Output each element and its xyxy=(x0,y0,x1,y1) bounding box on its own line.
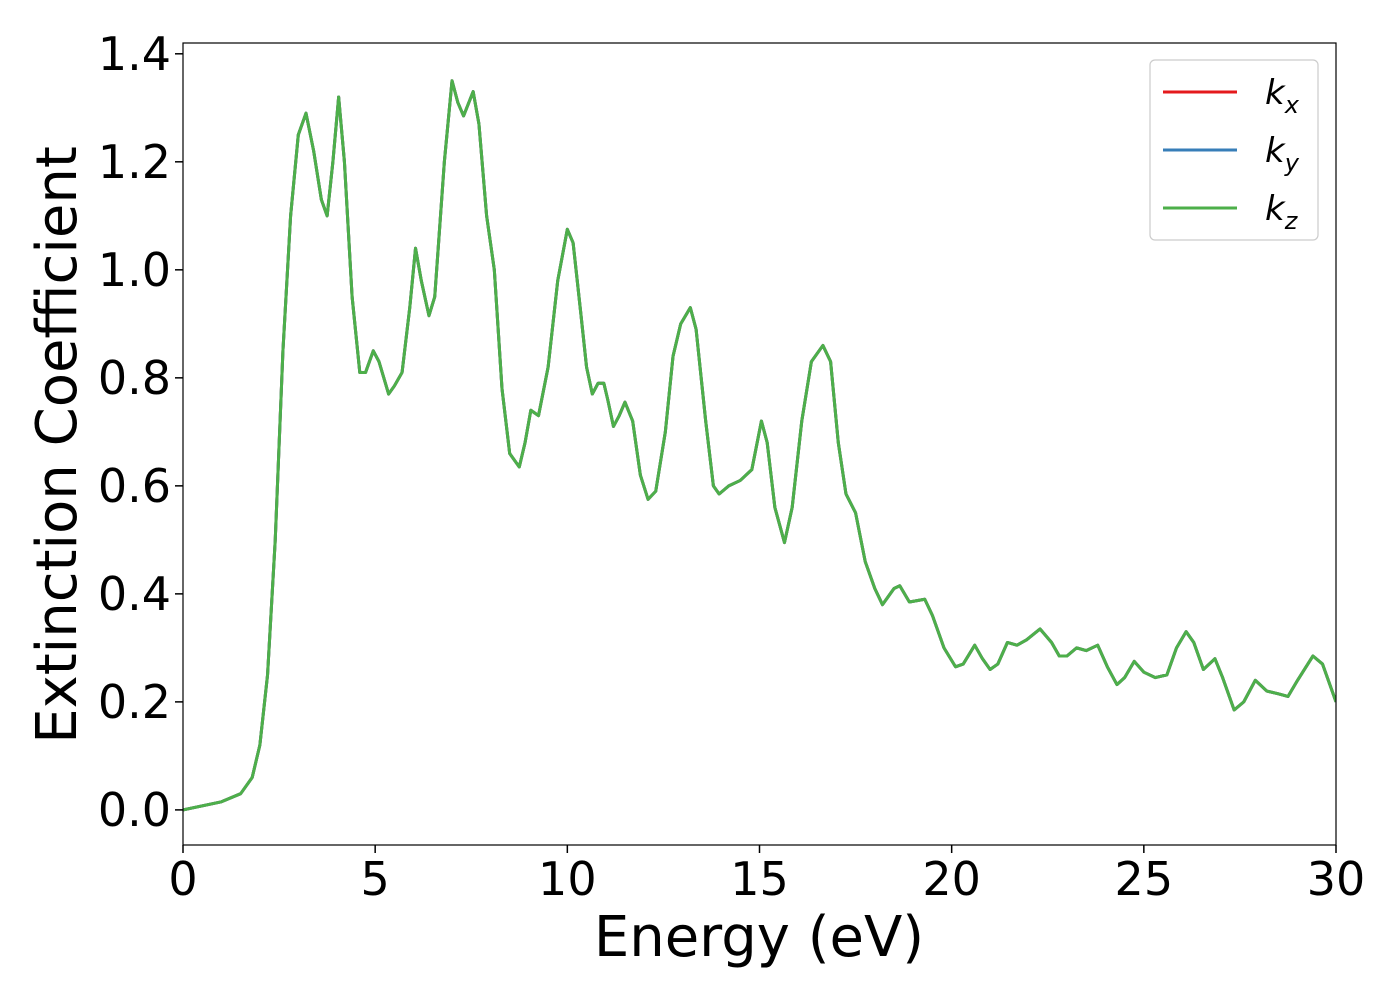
x-tick-label: 5 xyxy=(361,852,390,906)
y-tick-label: 0.2 xyxy=(98,675,171,729)
x-tick-label: 15 xyxy=(730,852,789,906)
x-tick-label: 10 xyxy=(538,852,597,906)
y-axis-label: Extinction Coefficient xyxy=(25,146,90,744)
legend-label: kx xyxy=(1265,73,1300,119)
y-tick-label: 1.0 xyxy=(98,243,171,297)
x-axis-label: Energy (eV) xyxy=(594,905,924,970)
y-tick-label: 1.2 xyxy=(98,135,171,189)
x-tick-label: 20 xyxy=(922,852,981,906)
legend-label: kz xyxy=(1265,189,1299,235)
x-tick-label: 25 xyxy=(1115,852,1174,906)
y-tick-label: 0.8 xyxy=(98,351,171,405)
y-tick-label: 0.6 xyxy=(98,459,171,513)
x-tick-label: 0 xyxy=(168,852,197,906)
legend-label: ky xyxy=(1265,131,1300,177)
plot-frame xyxy=(182,42,1337,846)
y-tick-label: 0.4 xyxy=(98,567,171,621)
y-tick-label: 1.4 xyxy=(98,27,171,81)
y-tick-label: 0.0 xyxy=(98,783,171,837)
x-tick-label: 30 xyxy=(1307,852,1366,906)
data-line xyxy=(183,79,1336,812)
